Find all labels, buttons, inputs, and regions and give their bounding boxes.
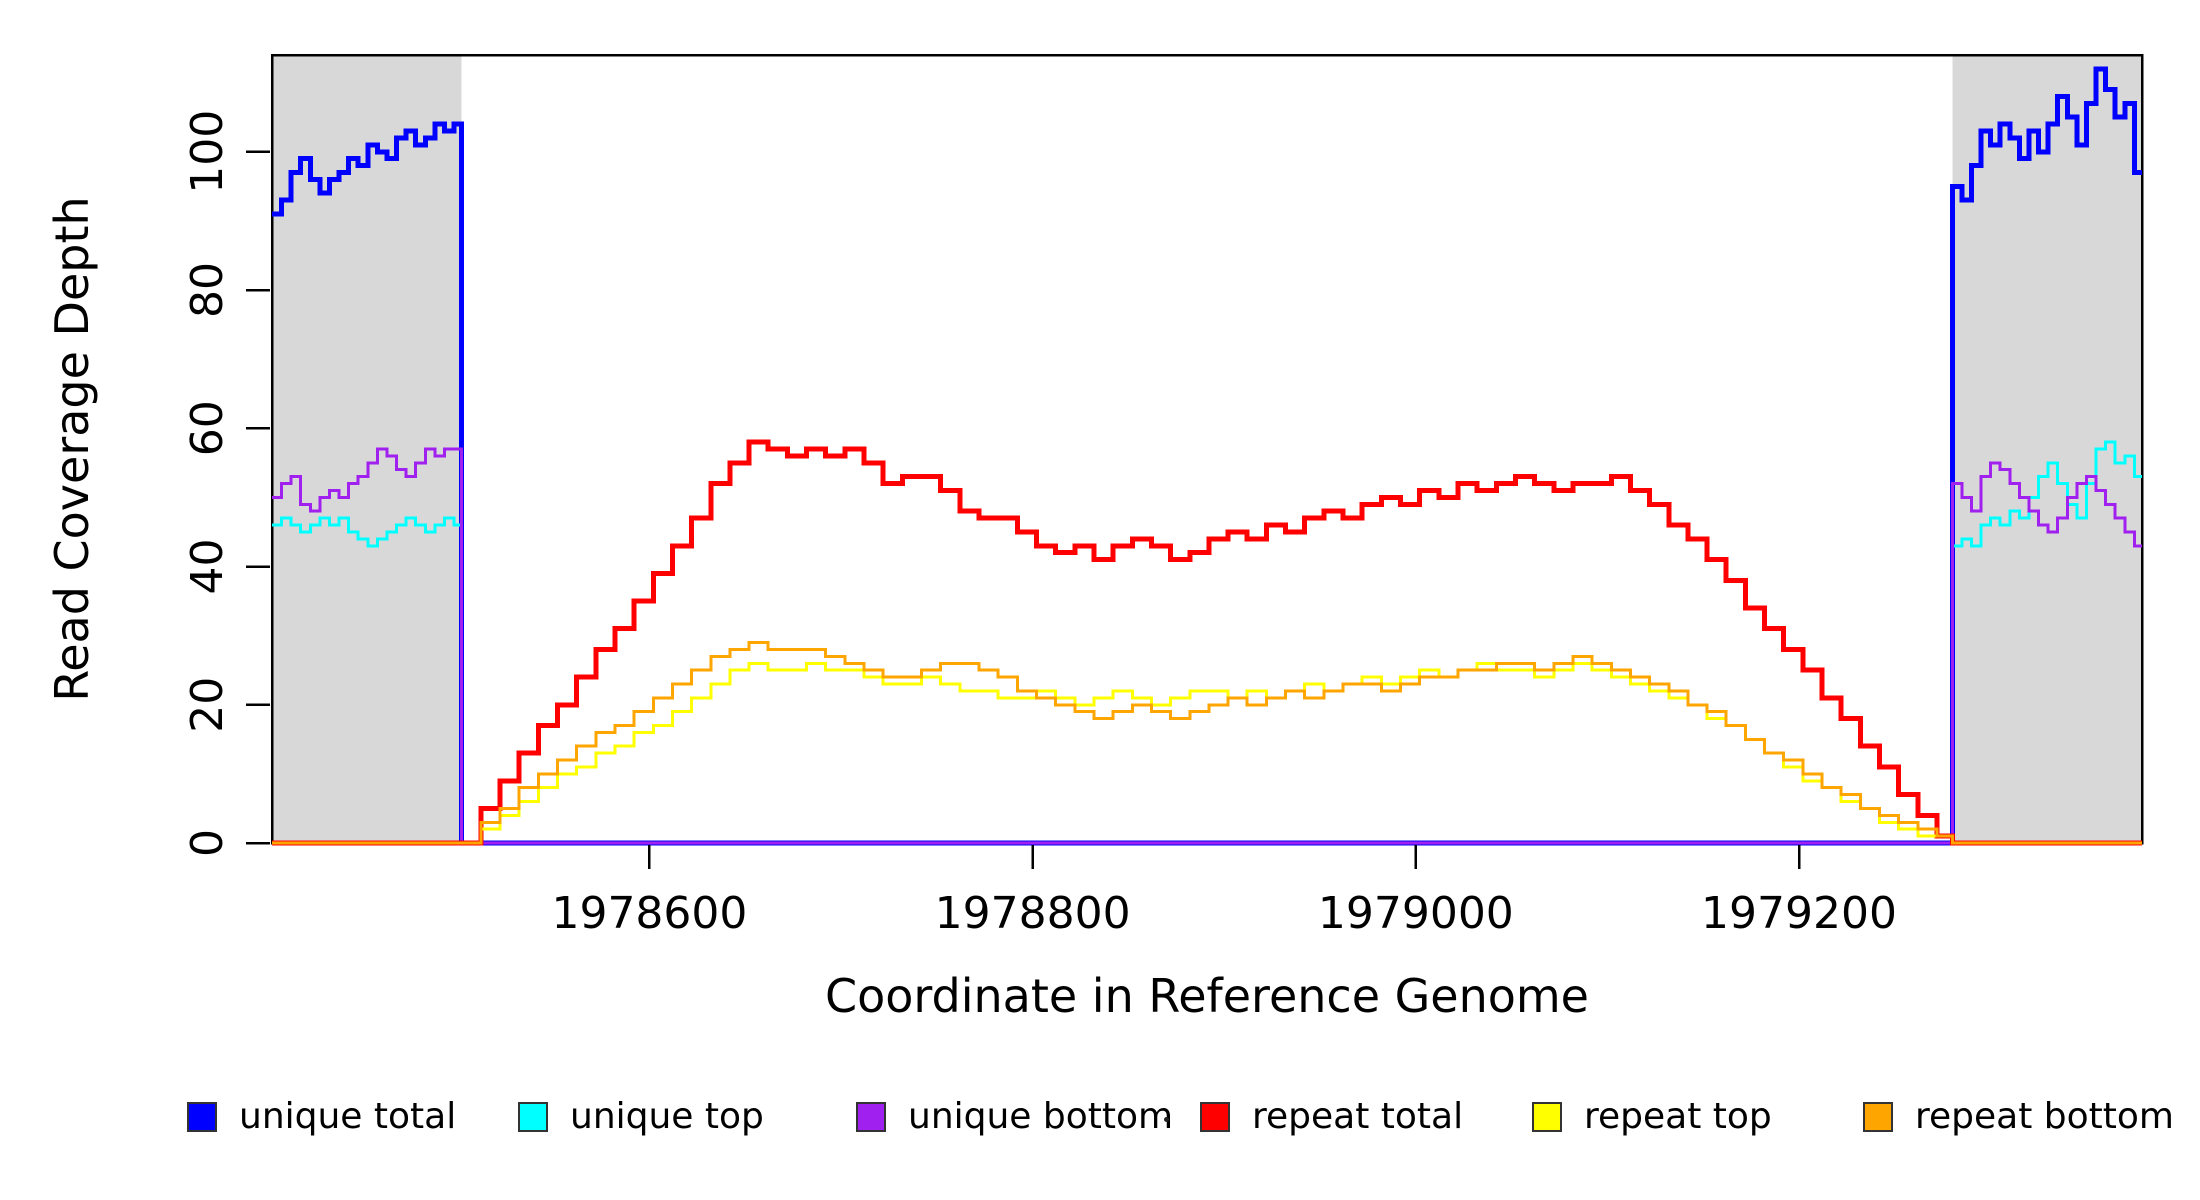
x-tick-label: 1979000: [1318, 888, 1514, 939]
series-line-repeat-total: [272, 439, 2142, 846]
axes: 1978600 1978800 1979000 1979200 0 20 40 60 80 100: [182, 110, 1897, 939]
x-tick-label: 1978800: [935, 888, 1131, 939]
series-lines: [272, 66, 2142, 846]
y-tick-label: 100: [182, 110, 233, 194]
series-line-repeat-top: [272, 661, 2142, 845]
legend-item-unique-total: unique total: [187, 1098, 456, 1136]
unique-top-swatch-icon: [518, 1102, 548, 1132]
legend-item-unique-top: unique top: [518, 1098, 764, 1136]
y-tick-label: 80: [182, 262, 233, 318]
y-tick-label: 60: [182, 400, 233, 456]
repeat-bottom-swatch-icon: [1863, 1102, 1893, 1132]
legend-item-repeat-total: repeat total: [1200, 1098, 1463, 1136]
y-axis-title: Read Coverage Depth: [45, 196, 99, 701]
repeat-total-swatch-icon: [1200, 1102, 1230, 1132]
legend-label: unique top: [570, 1096, 764, 1137]
x-axis-title: Coordinate in Reference Genome: [825, 969, 1589, 1023]
y-tick-label: 20: [182, 677, 233, 733]
legend-item-unique-bottom: unique bottom: [856, 1098, 1173, 1136]
legend-item-repeat-bottom: repeat bottom: [1863, 1098, 2174, 1136]
legend-label: unique total: [239, 1096, 457, 1137]
unique-bottom-swatch-icon: [856, 1102, 886, 1132]
legend-label: unique bottom: [908, 1096, 1174, 1137]
legend-item-repeat-top: repeat top: [1532, 1098, 1772, 1136]
x-tick-label: 1979200: [1701, 888, 1897, 939]
legend-label: repeat total: [1252, 1096, 1464, 1137]
legend-label: repeat bottom: [1915, 1096, 2174, 1137]
repeat-top-swatch-icon: [1532, 1102, 1562, 1132]
stray-mark: [1164, 1117, 1169, 1122]
right-flank-unique-region: [1952, 56, 2142, 842]
unique-total-swatch-icon: [187, 1102, 217, 1132]
series-line-repeat-bottom: [272, 641, 2142, 845]
x-tick-label: 1978600: [551, 888, 747, 939]
y-tick-label: 40: [182, 539, 233, 595]
series-line-unique-top: [272, 440, 2142, 845]
y-tick-label: 0: [182, 829, 233, 857]
series-line-unique-bottom: [272, 447, 2142, 845]
legend-label: repeat top: [1584, 1096, 1772, 1137]
